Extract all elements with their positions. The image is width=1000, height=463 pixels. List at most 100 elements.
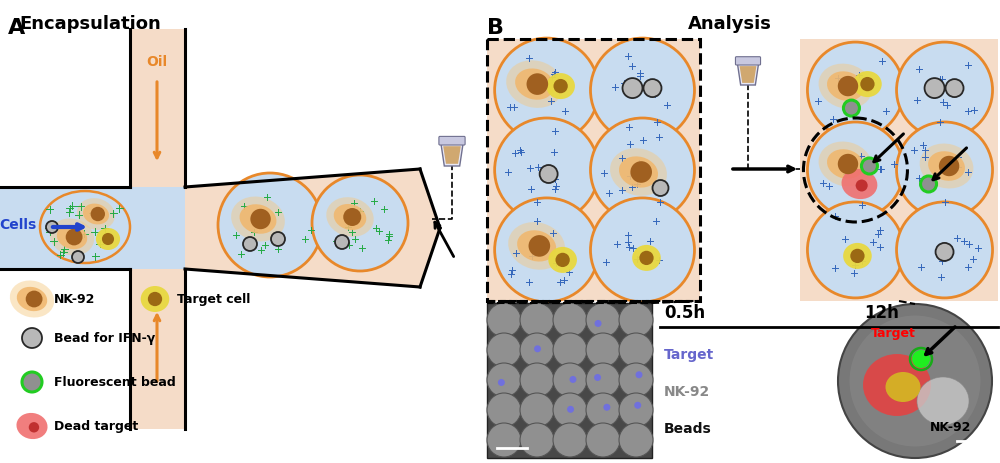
Polygon shape — [740, 67, 756, 84]
Ellipse shape — [928, 152, 965, 181]
Text: A: A — [8, 18, 25, 38]
Ellipse shape — [506, 61, 563, 109]
Circle shape — [487, 303, 521, 337]
Circle shape — [148, 292, 162, 307]
Circle shape — [553, 393, 587, 427]
Ellipse shape — [10, 281, 54, 318]
Circle shape — [807, 202, 903, 298]
Text: Dead target: Dead target — [54, 419, 138, 432]
Circle shape — [487, 333, 521, 367]
Circle shape — [22, 328, 42, 348]
Circle shape — [495, 199, 599, 302]
Ellipse shape — [842, 169, 877, 200]
Text: Analysis: Analysis — [688, 15, 772, 33]
Circle shape — [843, 101, 859, 117]
Circle shape — [534, 345, 541, 352]
Circle shape — [850, 249, 865, 263]
Ellipse shape — [863, 354, 931, 416]
Ellipse shape — [326, 198, 374, 238]
Circle shape — [590, 119, 694, 223]
Polygon shape — [738, 65, 759, 86]
Circle shape — [527, 74, 548, 96]
Text: B: B — [487, 18, 504, 38]
Circle shape — [520, 393, 554, 427]
Circle shape — [860, 78, 875, 92]
Circle shape — [487, 423, 521, 457]
Circle shape — [912, 350, 930, 368]
Circle shape — [595, 320, 602, 327]
Circle shape — [897, 43, 993, 139]
Text: Oil: Oil — [146, 55, 168, 69]
Text: Fluorescent bead: Fluorescent bead — [54, 375, 176, 388]
Text: NK-92: NK-92 — [664, 384, 710, 398]
Ellipse shape — [334, 205, 366, 231]
Circle shape — [586, 303, 620, 337]
Circle shape — [343, 208, 361, 226]
Ellipse shape — [548, 247, 577, 273]
Circle shape — [652, 181, 668, 197]
Circle shape — [102, 233, 114, 245]
Text: Target cell: Target cell — [177, 293, 250, 306]
Ellipse shape — [57, 225, 87, 250]
Circle shape — [856, 180, 868, 192]
Circle shape — [487, 393, 521, 427]
Ellipse shape — [546, 74, 575, 100]
Circle shape — [250, 209, 271, 230]
Circle shape — [619, 393, 653, 427]
Circle shape — [553, 80, 568, 94]
Circle shape — [619, 363, 653, 397]
Circle shape — [553, 363, 587, 397]
Text: Encapsulation: Encapsulation — [19, 15, 161, 33]
Text: Target: Target — [664, 347, 714, 361]
Bar — [130, 30, 185, 429]
Circle shape — [921, 176, 937, 193]
Circle shape — [520, 363, 554, 397]
Circle shape — [639, 251, 654, 265]
Circle shape — [838, 304, 992, 458]
Circle shape — [72, 251, 84, 263]
FancyBboxPatch shape — [735, 57, 761, 66]
Circle shape — [619, 333, 653, 367]
Ellipse shape — [610, 149, 667, 196]
Circle shape — [520, 333, 554, 367]
Polygon shape — [441, 144, 463, 167]
Circle shape — [603, 404, 610, 411]
Ellipse shape — [17, 287, 47, 312]
Circle shape — [936, 244, 954, 261]
Circle shape — [838, 77, 858, 97]
Ellipse shape — [853, 72, 882, 98]
Bar — [487, 40, 700, 301]
Circle shape — [243, 238, 257, 251]
Circle shape — [46, 221, 58, 233]
Ellipse shape — [917, 377, 969, 425]
Ellipse shape — [843, 244, 872, 269]
Ellipse shape — [515, 69, 554, 100]
Circle shape — [567, 406, 574, 413]
Ellipse shape — [240, 205, 276, 234]
Circle shape — [619, 303, 653, 337]
Ellipse shape — [920, 144, 973, 189]
Circle shape — [643, 80, 661, 98]
Circle shape — [91, 207, 105, 222]
Circle shape — [861, 159, 877, 175]
Circle shape — [586, 363, 620, 397]
Circle shape — [22, 372, 42, 392]
Circle shape — [495, 39, 599, 143]
Ellipse shape — [141, 287, 169, 313]
Circle shape — [529, 236, 550, 257]
Text: Target: Target — [871, 327, 915, 340]
Circle shape — [569, 376, 576, 383]
Ellipse shape — [619, 157, 658, 188]
Circle shape — [925, 79, 945, 99]
Polygon shape — [185, 169, 440, 288]
Circle shape — [553, 423, 587, 457]
Text: 12h: 12h — [864, 303, 899, 321]
Ellipse shape — [508, 223, 565, 270]
Circle shape — [807, 43, 903, 139]
Circle shape — [520, 303, 554, 337]
Polygon shape — [443, 147, 461, 164]
Circle shape — [540, 166, 558, 184]
Bar — [800, 40, 998, 301]
Text: Cells: Cells — [0, 218, 37, 232]
Circle shape — [590, 199, 694, 302]
